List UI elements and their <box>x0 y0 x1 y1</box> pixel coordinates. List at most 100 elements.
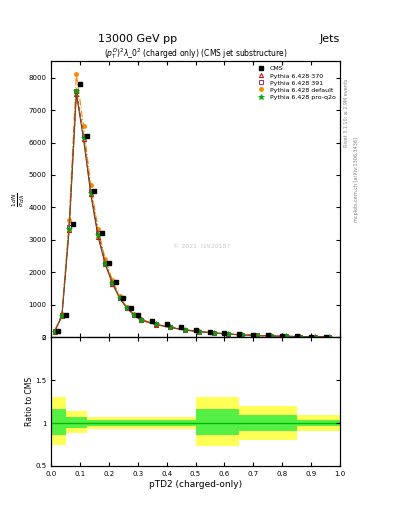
Y-axis label: $\frac{1}{\sigma}\frac{dN}{d\lambda}$: $\frac{1}{\sigma}\frac{dN}{d\lambda}$ <box>11 192 27 207</box>
Pythia 6.428 370 <box>67 227 72 233</box>
CMS <box>164 321 169 327</box>
Pythia 6.428 default <box>74 71 79 77</box>
Pythia 6.428 pro-q2o <box>153 322 158 328</box>
Pythia 6.428 370 <box>118 295 122 302</box>
Pythia 6.428 default <box>88 182 93 188</box>
CMS <box>128 305 133 311</box>
Pythia 6.428 391 <box>81 133 86 139</box>
Bar <box>297 415 340 431</box>
Pythia 6.428 370 <box>95 233 100 240</box>
Pythia 6.428 370 <box>110 281 115 287</box>
Title: $(p_T^D)^2\lambda\_0^2$ (charged only) (CMS jet substructure): $(p_T^D)^2\lambda\_0^2$ (charged only) (… <box>104 47 287 61</box>
Pythia 6.428 default <box>327 334 331 340</box>
Pythia 6.428 default <box>211 330 216 336</box>
Pythia 6.428 pro-q2o <box>283 333 288 339</box>
Line: Pythia 6.428 pro-q2o: Pythia 6.428 pro-q2o <box>52 88 332 340</box>
Pythia 6.428 default <box>226 331 230 337</box>
Bar <box>66 411 87 433</box>
Pythia 6.428 370 <box>197 329 202 335</box>
Pythia 6.428 391 <box>283 333 288 339</box>
CMS <box>294 333 299 339</box>
CMS <box>323 334 328 340</box>
Pythia 6.428 370 <box>52 329 57 335</box>
Pythia 6.428 pro-q2o <box>211 330 216 336</box>
Pythia 6.428 default <box>298 333 303 339</box>
Line: Pythia 6.428 default: Pythia 6.428 default <box>53 72 331 339</box>
Pythia 6.428 370 <box>211 330 216 336</box>
Pythia 6.428 pro-q2o <box>103 261 108 267</box>
Pythia 6.428 default <box>125 304 129 310</box>
Pythia 6.428 370 <box>255 332 259 338</box>
Pythia 6.428 pro-q2o <box>118 295 122 301</box>
Pythia 6.428 pro-q2o <box>269 333 274 339</box>
Pythia 6.428 391 <box>103 260 108 266</box>
Pythia 6.428 default <box>95 225 100 231</box>
Pythia 6.428 391 <box>298 333 303 339</box>
Pythia 6.428 pro-q2o <box>255 332 259 338</box>
CMS <box>121 295 126 302</box>
Pythia 6.428 default <box>103 257 108 263</box>
Pythia 6.428 391 <box>327 334 331 340</box>
Pythia 6.428 default <box>182 327 187 333</box>
CMS <box>107 260 111 266</box>
Pythia 6.428 391 <box>74 88 79 94</box>
Bar <box>196 409 239 435</box>
Pythia 6.428 391 <box>226 331 230 337</box>
Pythia 6.428 pro-q2o <box>139 317 144 323</box>
Pythia 6.428 pro-q2o <box>81 135 86 141</box>
Line: CMS: CMS <box>57 82 327 338</box>
Pythia 6.428 391 <box>67 224 72 230</box>
CMS <box>237 331 241 337</box>
Pythia 6.428 391 <box>95 230 100 237</box>
Pythia 6.428 pro-q2o <box>132 312 136 318</box>
Pythia 6.428 default <box>52 328 57 334</box>
Pythia 6.428 pro-q2o <box>327 334 331 340</box>
Bar <box>196 397 239 446</box>
Pythia 6.428 391 <box>52 328 57 334</box>
Pythia 6.428 pro-q2o <box>60 313 64 319</box>
CMS <box>179 325 184 331</box>
Pythia 6.428 370 <box>88 191 93 198</box>
Text: Jets: Jets <box>320 33 340 44</box>
Pythia 6.428 391 <box>211 330 216 336</box>
Pythia 6.428 391 <box>255 332 259 338</box>
Pythia 6.428 default <box>118 293 122 299</box>
Y-axis label: Ratio to CMS: Ratio to CMS <box>25 377 34 426</box>
CMS <box>78 81 83 87</box>
CMS <box>280 333 285 339</box>
Pythia 6.428 391 <box>118 294 122 301</box>
Pythia 6.428 391 <box>269 333 274 339</box>
Line: Pythia 6.428 391: Pythia 6.428 391 <box>53 89 331 339</box>
Pythia 6.428 default <box>255 332 259 338</box>
Pythia 6.428 pro-q2o <box>182 327 187 333</box>
Pythia 6.428 370 <box>327 334 331 340</box>
CMS <box>309 333 314 339</box>
CMS <box>265 332 270 338</box>
Pythia 6.428 pro-q2o <box>110 280 115 286</box>
Pythia 6.428 391 <box>125 305 129 311</box>
Bar <box>66 417 87 428</box>
Pythia 6.428 default <box>240 332 245 338</box>
Pythia 6.428 default <box>168 324 173 330</box>
Line: Pythia 6.428 370: Pythia 6.428 370 <box>53 92 331 339</box>
X-axis label: pTD2 (charged-only): pTD2 (charged-only) <box>149 480 242 488</box>
Pythia 6.428 370 <box>103 261 108 267</box>
Pythia 6.428 pro-q2o <box>197 329 202 335</box>
Text: mcplots.cern.ch [arXiv:1306.3436]: mcplots.cern.ch [arXiv:1306.3436] <box>354 137 359 222</box>
Pythia 6.428 391 <box>182 327 187 333</box>
Pythia 6.428 default <box>81 123 86 130</box>
Pythia 6.428 370 <box>240 332 245 338</box>
Pythia 6.428 default <box>312 334 317 340</box>
CMS <box>222 330 227 336</box>
Bar <box>87 420 196 425</box>
Pythia 6.428 370 <box>298 333 303 339</box>
Pythia 6.428 pro-q2o <box>74 88 79 94</box>
Pythia 6.428 default <box>283 333 288 339</box>
Pythia 6.428 370 <box>60 313 64 319</box>
Pythia 6.428 pro-q2o <box>240 332 245 338</box>
Pythia 6.428 391 <box>168 324 173 330</box>
Bar <box>51 397 66 445</box>
Pythia 6.428 pro-q2o <box>168 324 173 330</box>
CMS <box>92 188 97 194</box>
Pythia 6.428 pro-q2o <box>312 334 317 340</box>
